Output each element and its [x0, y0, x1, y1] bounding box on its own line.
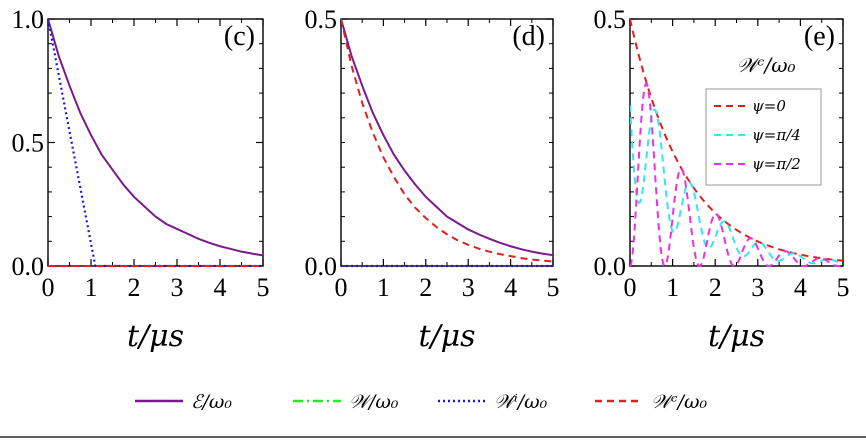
x-axis-label: t/μs: [418, 319, 475, 354]
y-tick-label: 0.5: [305, 5, 338, 34]
x-tick-label: 0: [335, 273, 348, 302]
plot-frame: [340, 18, 554, 267]
x-tick-label: 3: [751, 273, 764, 302]
inset-legend-box: [705, 88, 822, 186]
series-group: [48, 18, 263, 268]
series-group: [341, 18, 553, 268]
y-tick-label: 0.5: [594, 5, 627, 34]
bottom-legend: ℰ/ω₀ 𝒲/ω₀ 𝒲ⁱ/ω₀ 𝒲ᶜ/ω₀: [135, 391, 708, 413]
x-tick-label: 2: [709, 273, 722, 302]
y-tick-label: 0.0: [594, 252, 627, 281]
legend-label: 𝒲ᶜ/ω₀: [651, 391, 708, 413]
series-line-0: [341, 18, 553, 257]
chart-panel-2: 0 1 2 3 4 50.00.5t/μs(e)𝒲ᶜ/ω₀ψ=0ψ=π/4ψ=π/2: [594, 5, 850, 354]
legend-label: ℰ/ω₀: [191, 391, 232, 413]
y-tick-label: 0.0: [305, 252, 338, 281]
inset-legend-label: ψ=π/2: [752, 155, 801, 173]
series-line-1: [48, 18, 263, 268]
x-tick-label: 5: [547, 273, 560, 302]
series-line-0: [630, 18, 843, 262]
legend-label: 𝒲/ω₀: [349, 391, 399, 413]
x-tick-label: 1: [377, 273, 390, 302]
x-axis-label: t/μs: [708, 319, 765, 354]
inset-title: 𝒲ᶜ/ω₀: [736, 53, 795, 77]
series-line-0: [48, 18, 263, 257]
series-line-1: [341, 18, 553, 263]
x-tick-label: 4: [794, 273, 807, 302]
y-tick-label: 1.0: [12, 5, 45, 34]
x-tick-label: 3: [171, 273, 184, 302]
x-axis-label: t/μs: [127, 319, 184, 354]
chart-panel-1: 0 1 2 3 4 5 0.0 0.5 t/μs (d): [305, 5, 560, 354]
panel-label: (d): [512, 21, 545, 52]
x-tick-label: 4: [504, 273, 517, 302]
x-tick-label: 5: [837, 273, 850, 302]
x-tick-label: 1: [666, 273, 679, 302]
plot-frame: [47, 18, 264, 267]
x-tick-label: 0: [42, 273, 55, 302]
x-tick-label: 2: [128, 273, 141, 302]
y-tick-label: 0.0: [12, 252, 45, 281]
x-tick-label: 4: [214, 273, 227, 302]
x-tick-label: 3: [462, 273, 475, 302]
chart-panel-0: 0 1 2 3 4 5 0.0 0.5 1.0 t/μs (c): [12, 5, 270, 354]
series-group: [630, 18, 843, 268]
series-line-2: [630, 82, 843, 268]
legend-label: 𝒲ⁱ/ω₀: [494, 391, 548, 413]
x-tick-label: 5: [257, 273, 270, 302]
y-tick-label: 0.5: [12, 129, 45, 158]
x-tick-label: 1: [85, 273, 98, 302]
inset-legend-label: ψ=π/4: [752, 126, 801, 144]
inset-legend-label: ψ=0: [752, 97, 786, 115]
x-tick-label: 2: [419, 273, 432, 302]
x-tick-label: 0: [624, 273, 637, 302]
panel-label: (e): [804, 21, 835, 52]
panel-label: (c): [224, 21, 255, 52]
